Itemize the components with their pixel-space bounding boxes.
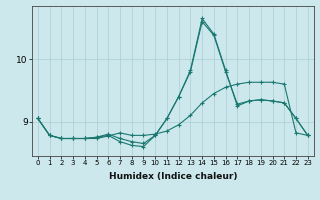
X-axis label: Humidex (Indice chaleur): Humidex (Indice chaleur) — [108, 172, 237, 181]
